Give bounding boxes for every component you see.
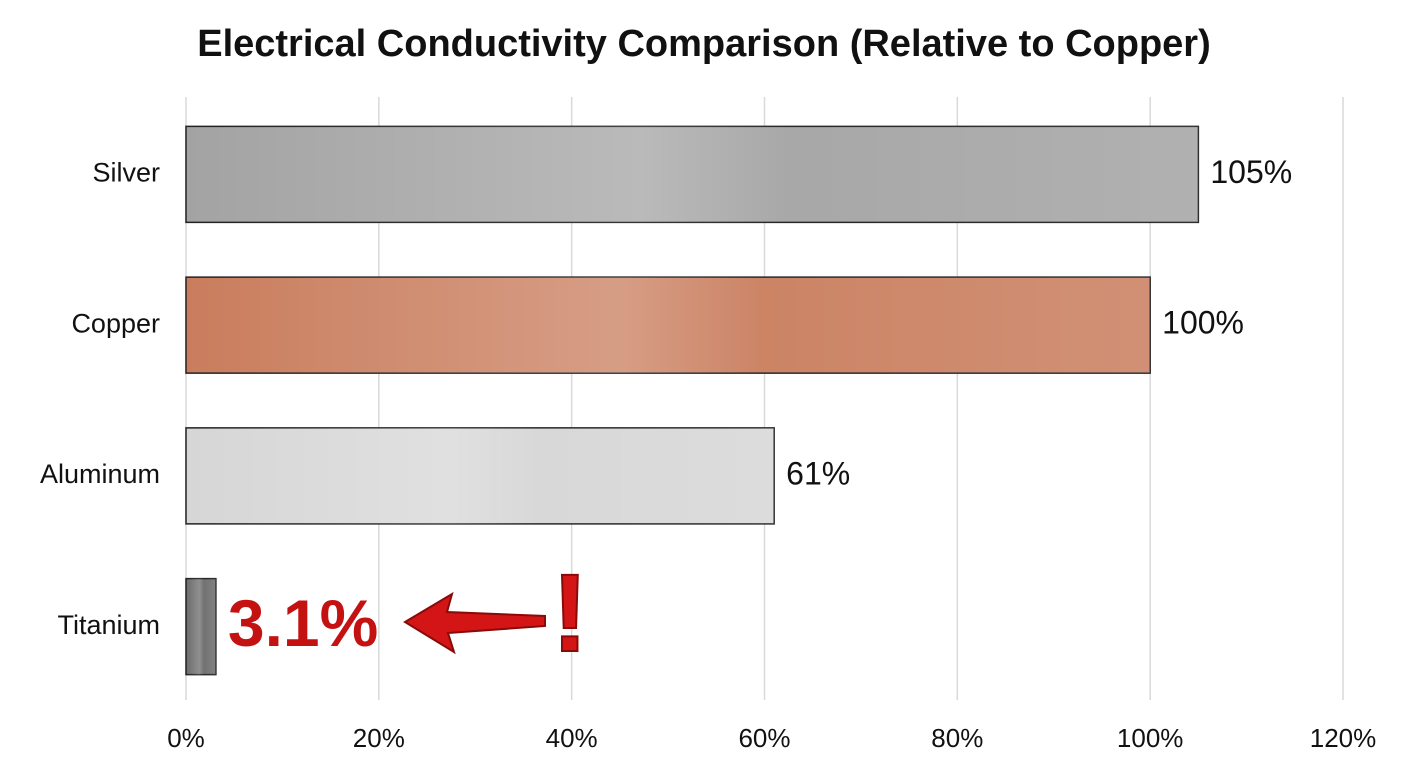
bar-sheen: [186, 427, 775, 524]
x-tick-label: 120%: [1310, 723, 1377, 753]
category-label: Silver: [92, 158, 160, 188]
category-label: Titanium: [57, 610, 160, 640]
category-label: Aluminum: [40, 459, 160, 489]
x-tick-label: 100%: [1117, 723, 1184, 753]
bar-sheen: [186, 277, 1151, 374]
value-label: 100%: [1162, 305, 1244, 341]
chart-title: Electrical Conductivity Comparison (Rela…: [197, 23, 1211, 65]
x-tick-label: 20%: [353, 723, 405, 753]
x-tick-label: 60%: [738, 723, 790, 753]
value-label: 105%: [1210, 154, 1292, 190]
x-tick-label: 0%: [167, 723, 205, 753]
value-label: 61%: [786, 455, 850, 491]
category-label: Copper: [71, 308, 160, 338]
x-tick-label: 40%: [546, 723, 598, 753]
bar-sheen: [186, 578, 216, 675]
x-tick-label: 80%: [931, 723, 983, 753]
annotation-arrow: [403, 591, 546, 655]
bar-sheen: [186, 126, 1199, 223]
value-label: 3.1%: [228, 586, 378, 660]
annotation-exclaim: !: [552, 552, 589, 675]
